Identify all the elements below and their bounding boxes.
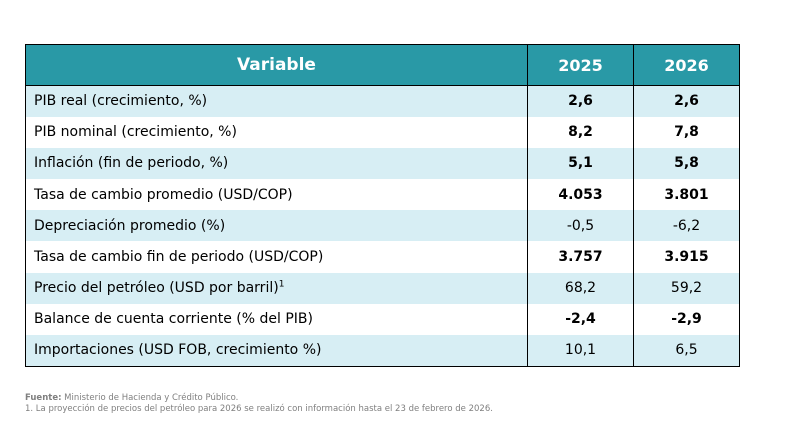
header-row: Variable 2025 2026	[25, 44, 740, 86]
value-2025: 68,2	[527, 272, 634, 304]
value-2026: -6,2	[633, 210, 740, 242]
table-row-tasa-cambio-fin-periodo: Tasa de cambio fin de periodo (USD/COP) …	[25, 241, 740, 273]
footnote-marker: 1	[278, 279, 285, 290]
row-label: Balance de cuenta corriente (% del PIB)	[34, 311, 313, 328]
row-label: Tasa de cambio promedio (USD/COP)	[34, 186, 293, 203]
value-2026: 7,8	[633, 116, 740, 148]
source-text: Ministerio de Hacienda y Crédito Público…	[61, 393, 239, 403]
value-2026: 6,5	[633, 335, 740, 367]
row-label: PIB nominal (crecimiento, %)	[34, 124, 237, 141]
row-label-text: Precio del petróleo (USD por barril)	[34, 280, 279, 297]
table-row-tasa-cambio-promedio: Tasa de cambio promedio (USD/COP) 4.053 …	[25, 179, 740, 211]
value-2025: 10,1	[527, 335, 634, 367]
table-row-pib-nominal: PIB nominal (crecimiento, %) 8,2 7,8	[25, 116, 740, 148]
table-row-inflacion: Inflación (fin de periodo, %) 5,1 5,8	[25, 147, 740, 180]
table-body: PIB real (crecimiento, %) 2,6 2,6 PIB no…	[25, 85, 740, 367]
source-label: Fuente:	[25, 393, 62, 403]
value-2025: -2,4	[527, 303, 634, 335]
value-2025: 4.053	[527, 179, 634, 211]
macro-projections-table: Variable 2025 2026 PIB real (crecimiento…	[25, 44, 740, 367]
value-2026: 3.801	[633, 179, 740, 211]
value-2026: 5,8	[633, 147, 740, 180]
value-2026: 59,2	[633, 272, 740, 304]
header-variable: Variable	[25, 44, 528, 86]
value-2025: 2,6	[527, 85, 634, 117]
table-row-pib-real: PIB real (crecimiento, %) 2,6 2,6	[25, 85, 740, 117]
value-2025: 3.757	[527, 241, 634, 273]
row-label: Inflación (fin de periodo, %)	[34, 155, 229, 172]
row-label: Precio del petróleo (USD por barril)1	[26, 273, 528, 304]
source-line: Fuente: Ministerio de Hacienda y Crédito…	[25, 393, 493, 404]
table-row-precio-petroleo: Precio del petróleo (USD por barril)1 68…	[25, 272, 740, 304]
table-row-balance-cuenta-corriente: Balance de cuenta corriente (% del PIB) …	[25, 303, 740, 335]
row-label: Depreciación promedio (%)	[34, 217, 226, 234]
value-2025: -0,5	[527, 210, 634, 242]
table-header: Variable 2025 2026	[25, 44, 740, 86]
header-year-2026: 2026	[633, 44, 740, 86]
table-row-depreciacion-promedio: Depreciación promedio (%) -0,5 -6,2	[25, 210, 740, 242]
value-2025: 8,2	[527, 116, 634, 148]
header-year-2025: 2025	[527, 44, 634, 86]
row-label: Importaciones (USD FOB, crecimiento %)	[34, 342, 322, 359]
table-notes: Fuente: Ministerio de Hacienda y Crédito…	[25, 393, 493, 415]
value-2026: 2,6	[633, 85, 740, 117]
footnote-line: 1. La proyección de precios del petróleo…	[25, 404, 493, 414]
value-2026: 3.915	[633, 241, 740, 273]
value-2025: 5,1	[527, 147, 634, 180]
value-2026: -2,9	[633, 303, 740, 335]
row-label: Tasa de cambio fin de periodo (USD/COP)	[34, 249, 324, 266]
row-label: PIB real (crecimiento, %)	[34, 93, 208, 110]
table-row-importaciones: Importaciones (USD FOB, crecimiento %) 1…	[25, 335, 740, 367]
